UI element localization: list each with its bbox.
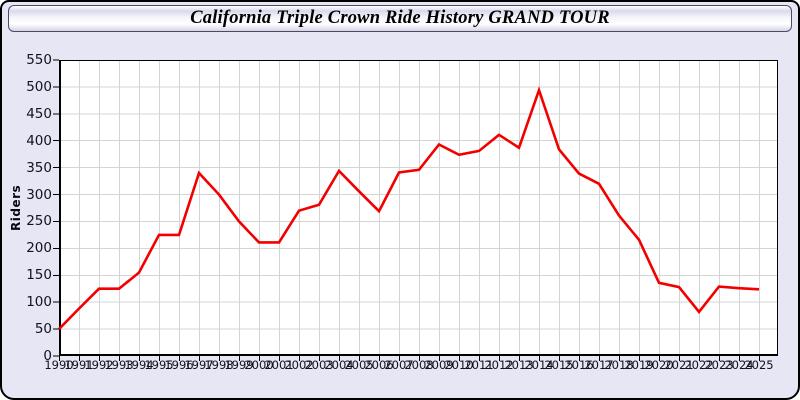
plot-svg (53, 59, 778, 361)
y-axis-label: Riders (9, 184, 23, 232)
chart-title: California Triple Crown Ride History GRA… (190, 8, 610, 28)
title-bar: California Triple Crown Ride History GRA… (8, 5, 792, 32)
